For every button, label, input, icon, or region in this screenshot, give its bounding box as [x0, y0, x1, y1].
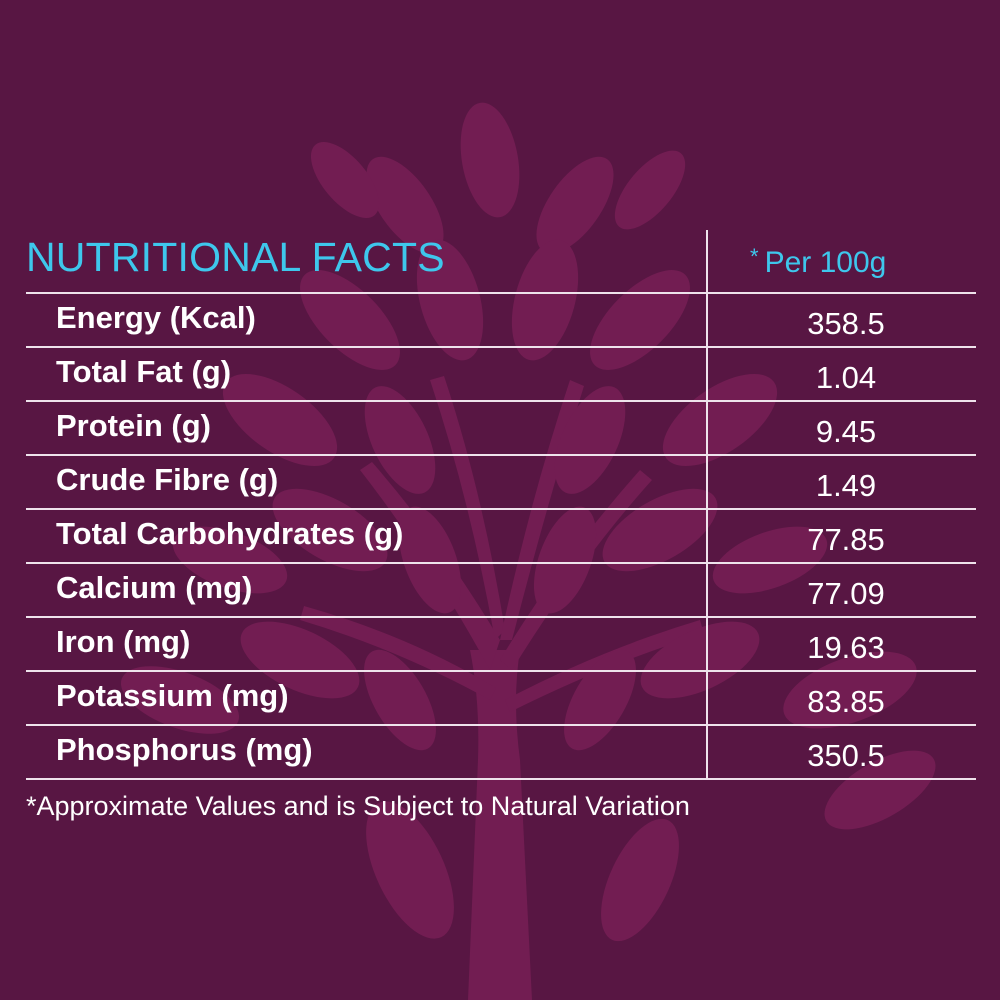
nutrient-label: Energy (Kcal) — [56, 300, 256, 335]
nutrient-value: 1.04 — [815, 360, 877, 395]
nutrient-value: 77.85 — [807, 522, 885, 557]
nutrition-table: NUTRITIONAL FACTS * Per 100g Energy (Kcal… — [26, 226, 976, 826]
table-title: NUTRITIONAL FACTS — [26, 234, 445, 280]
column-divider — [706, 230, 708, 780]
nutrient-label: Iron (mg) — [56, 624, 191, 659]
nutrient-value: 350.5 — [807, 738, 885, 773]
nutrient-value: 9.45 — [815, 414, 877, 449]
table-row: Potassium (mg) 83.85 — [26, 670, 976, 724]
nutrient-label: Protein (g) — [56, 408, 211, 443]
nutrient-label: Total Fat (g) — [56, 354, 232, 389]
nutrient-label: Potassium (mg) — [56, 678, 289, 713]
table-row: Crude Fibre (g) 1.49 — [26, 454, 976, 508]
nutrient-value: 19.63 — [807, 630, 885, 665]
nutrient-label: Phosphorus (mg) — [56, 732, 313, 767]
footnote: *Approximate Values and is Subject to Na… — [26, 791, 690, 821]
nutrient-label: Calcium (mg) — [56, 570, 253, 605]
nutrient-value: 77.09 — [807, 576, 885, 611]
table-row: Total Fat (g) 1.04 — [26, 346, 976, 400]
table-row: Energy (Kcal) 358.5 — [26, 292, 976, 346]
nutrient-label: Total Carbohydrates (g) — [56, 516, 404, 551]
nutrient-rows: Energy (Kcal) 358.5 Total Fat (g) 1.04 P… — [26, 292, 976, 780]
table-row: Protein (g) 9.45 — [26, 400, 976, 454]
per-header-label: Per 100g — [764, 246, 887, 279]
table-row: Calcium (mg) 77.09 — [26, 562, 976, 616]
nutrient-value: 358.5 — [807, 306, 885, 341]
nutrient-value: 83.85 — [807, 684, 885, 719]
table-row: Phosphorus (mg) 350.5 — [26, 724, 976, 780]
nutrient-label: Crude Fibre (g) — [56, 462, 279, 497]
nutrient-value: 1.49 — [815, 468, 877, 503]
table-row: Iron (mg) 19.63 — [26, 616, 976, 670]
table-row: Total Carbohydrates (g) 77.85 — [26, 508, 976, 562]
per-header-asterisk: * — [750, 244, 759, 269]
per-100g-header: * Per 100g — [750, 244, 887, 280]
